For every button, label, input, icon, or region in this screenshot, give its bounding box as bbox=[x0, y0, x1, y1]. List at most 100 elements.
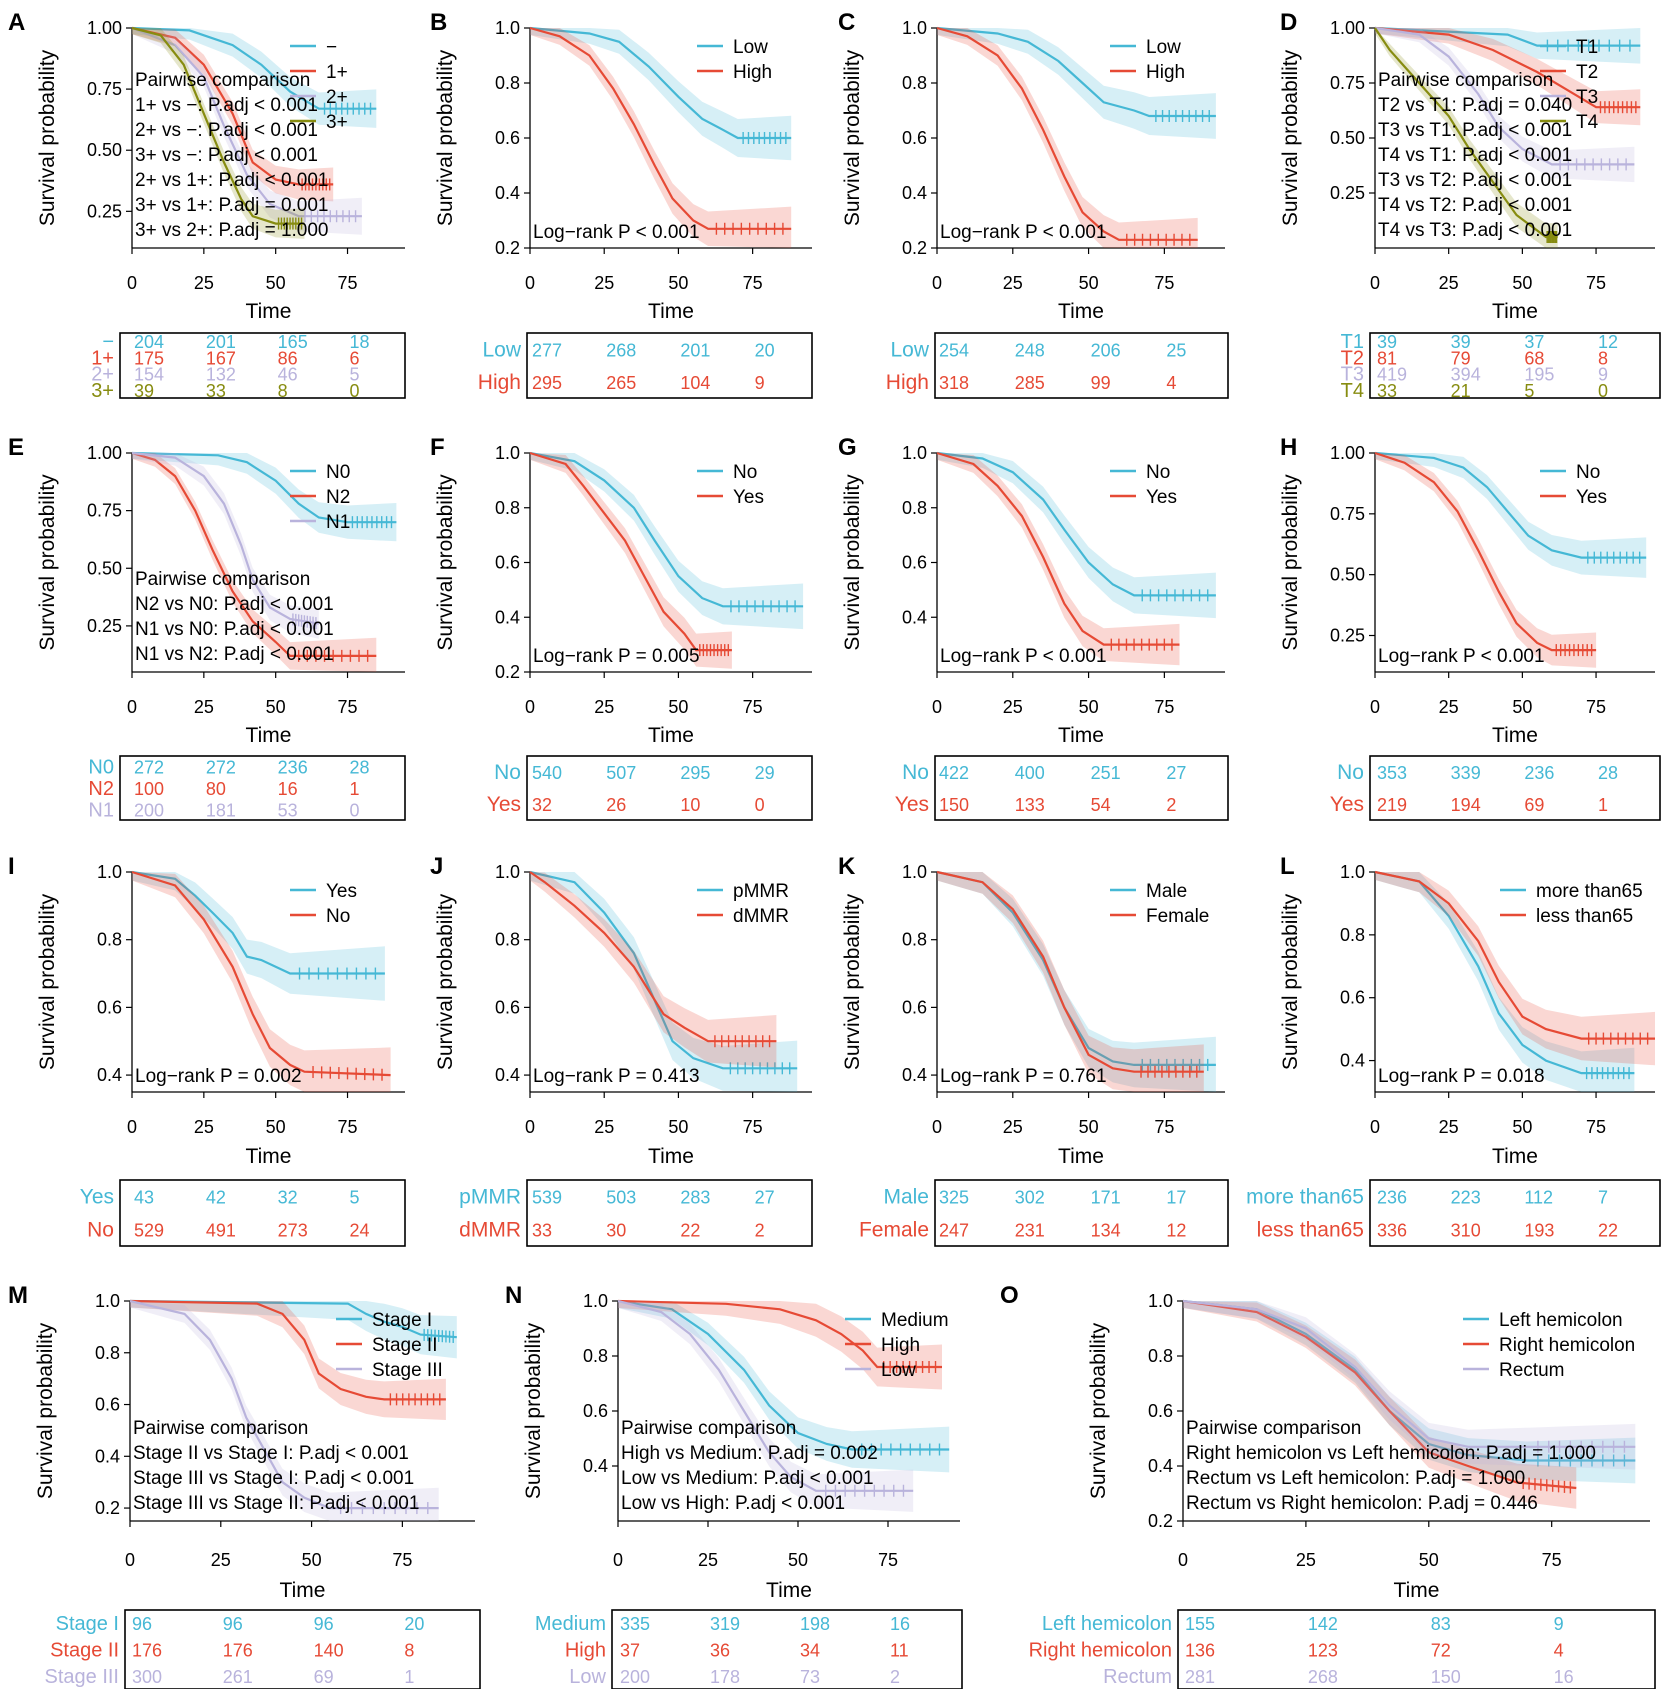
confidence-band bbox=[1375, 872, 1655, 1066]
x-tick-label: 50 bbox=[266, 273, 286, 293]
legend-label: 2+ bbox=[326, 87, 348, 108]
x-axis-title: Time bbox=[1492, 300, 1538, 323]
risk-table-group-label: Yes bbox=[80, 1186, 114, 1209]
x-tick-label: 50 bbox=[1419, 1550, 1439, 1570]
y-tick-label: 0.8 bbox=[495, 930, 520, 950]
y-axis-title: Survival probability bbox=[434, 893, 457, 1070]
risk-count: 154 bbox=[134, 365, 164, 385]
x-tick-label: 75 bbox=[1154, 273, 1174, 293]
x-tick-label: 75 bbox=[743, 1117, 763, 1137]
legend-label: N0 bbox=[326, 462, 350, 483]
risk-count: 39 bbox=[1377, 332, 1397, 352]
y-tick-label: 0.25 bbox=[87, 616, 122, 636]
survival-curve bbox=[1374, 870, 1635, 1075]
risk-count: 12 bbox=[1166, 1221, 1186, 1241]
x-tick-label: 25 bbox=[194, 273, 214, 293]
risk-count: 171 bbox=[1091, 1188, 1121, 1208]
legend-label: pMMR bbox=[733, 881, 789, 902]
risk-table-group-label: Low bbox=[569, 1666, 606, 1688]
risk-count: 20 bbox=[755, 340, 775, 360]
x-tick-label: 0 bbox=[525, 1117, 535, 1137]
risk-table-frame bbox=[119, 1179, 406, 1247]
risk-count: 491 bbox=[206, 1221, 236, 1241]
y-tick-label: 0.6 bbox=[583, 1401, 608, 1421]
risk-count: 194 bbox=[1451, 795, 1481, 815]
y-tick-label: 1.0 bbox=[495, 18, 520, 38]
y-tick-label: 0.6 bbox=[902, 128, 927, 148]
risk-count: 0 bbox=[350, 800, 360, 820]
x-axis-title: Time bbox=[1394, 1579, 1440, 1602]
confidence-band bbox=[937, 453, 1180, 666]
risk-count: 247 bbox=[939, 1221, 969, 1241]
y-tick-label: 0.6 bbox=[902, 553, 927, 573]
legend-label: T3 bbox=[1576, 87, 1598, 108]
risk-count: 83 bbox=[1431, 1614, 1451, 1634]
risk-count: 285 bbox=[1015, 373, 1045, 393]
legend-label: 3+ bbox=[326, 112, 348, 133]
y-tick-label: 0.4 bbox=[495, 607, 520, 627]
y-tick-label: 0.2 bbox=[1148, 1511, 1173, 1531]
y-tick-label: 0.6 bbox=[1340, 988, 1365, 1008]
legend-label: Stage III bbox=[372, 1360, 443, 1381]
risk-table-frame bbox=[611, 1609, 963, 1689]
x-tick-label: 0 bbox=[1178, 1550, 1188, 1570]
risk-count: 33 bbox=[532, 1221, 552, 1241]
risk-count: 176 bbox=[132, 1641, 162, 1661]
panel-J: J 0.4 0.6 0.8 1.0 0 25 50 75 Time Survival probabi… bbox=[430, 853, 813, 1247]
risk-count: 251 bbox=[1091, 763, 1121, 783]
y-tick-label: 0.4 bbox=[1148, 1456, 1173, 1476]
risk-table-group-label: T3 bbox=[1341, 364, 1364, 386]
legend-label: N1 bbox=[326, 512, 350, 533]
x-tick-label: 75 bbox=[743, 273, 763, 293]
risk-count: 5 bbox=[1524, 381, 1534, 401]
x-axis-title: Time bbox=[1058, 1145, 1104, 1168]
confidence-band bbox=[130, 1301, 457, 1359]
risk-count: 46 bbox=[278, 365, 298, 385]
risk-table-group-label: Stage I bbox=[56, 1613, 119, 1635]
y-tick-label: 0.25 bbox=[1330, 183, 1365, 203]
panel-C: C 0.2 0.4 0.6 0.8 1.0 0 25 50 75 Time Survival prob… bbox=[838, 9, 1229, 399]
risk-count: 34 bbox=[800, 1641, 820, 1661]
y-tick-label: 0.25 bbox=[87, 201, 122, 221]
risk-count: 68 bbox=[1524, 348, 1544, 368]
legend-label: Male bbox=[1146, 881, 1187, 902]
confidence-band bbox=[132, 28, 377, 128]
x-tick-label: 75 bbox=[392, 1550, 412, 1570]
x-axis-title: Time bbox=[1492, 1145, 1538, 1168]
survival-curve bbox=[1182, 1299, 1636, 1448]
panel-B: B 0.2 0.4 0.6 0.8 1.0 0 25 50 75 Time Survival prob… bbox=[430, 9, 813, 399]
legend-label: High bbox=[733, 62, 772, 83]
risk-count: 26 bbox=[606, 795, 626, 815]
x-tick-label: 75 bbox=[338, 697, 358, 717]
pairwise-annotation: T4 vs T2: P.adj < 0.001 bbox=[1378, 195, 1572, 216]
x-tick-label: 0 bbox=[525, 273, 535, 293]
legend-label: No bbox=[1576, 462, 1600, 483]
y-tick-label: 1.0 bbox=[902, 18, 927, 38]
x-tick-label: 75 bbox=[878, 1550, 898, 1570]
x-tick-label: 0 bbox=[613, 1550, 623, 1570]
pairwise-annotation: 2+ vs 1+: P.adj < 0.001 bbox=[135, 170, 329, 191]
risk-count: 204 bbox=[134, 332, 164, 352]
confidence-band bbox=[132, 28, 362, 235]
risk-count: 165 bbox=[278, 332, 308, 352]
panel-label: B bbox=[430, 9, 447, 36]
legend-label: No bbox=[326, 906, 350, 927]
risk-count: 73 bbox=[800, 1667, 820, 1687]
risk-count: 7 bbox=[1598, 1188, 1608, 1208]
legend-label: Right hemicolon bbox=[1499, 1335, 1635, 1356]
x-axis-title: Time bbox=[648, 724, 694, 747]
risk-count: 268 bbox=[1308, 1667, 1338, 1687]
risk-count: 231 bbox=[1015, 1221, 1045, 1241]
risk-count: 319 bbox=[710, 1614, 740, 1634]
risk-table-group-label: pMMR bbox=[459, 1186, 521, 1209]
y-tick-label: 0.50 bbox=[1330, 128, 1365, 148]
survival-curve bbox=[936, 451, 1216, 597]
x-axis-title: Time bbox=[1058, 300, 1104, 323]
survival-curve bbox=[131, 451, 397, 524]
y-tick-label: 0.8 bbox=[495, 73, 520, 93]
pairwise-title: Pairwise comparison bbox=[1186, 1418, 1361, 1439]
x-tick-label: 25 bbox=[594, 697, 614, 717]
pairwise-annotation: N1 vs N0: P.adj < 0.001 bbox=[135, 619, 334, 640]
risk-count: 100 bbox=[134, 779, 164, 799]
legend-label: less than65 bbox=[1536, 906, 1633, 927]
